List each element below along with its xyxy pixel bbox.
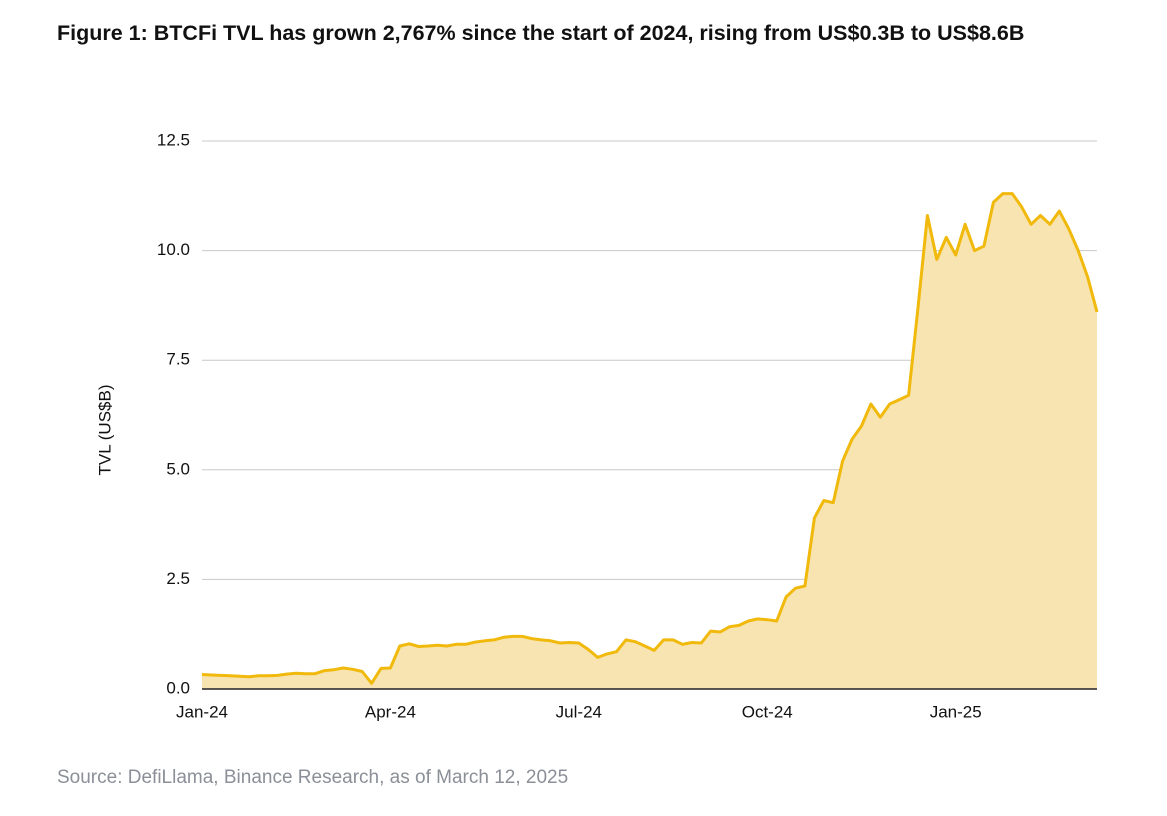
chart-title: Figure 1: BTCFi TVL has grown 2,767% sin… <box>57 21 1025 45</box>
x-tick-label: Jan-24 <box>176 702 228 721</box>
x-tick-label: Oct-24 <box>742 702 793 721</box>
chart: TVL (US$B) 0.0 2.5 5.0 7.5 10.0 12.5 Jan-24 Apr… <box>95 130 1099 721</box>
y-axis-label: TVL (US$B) <box>95 384 114 475</box>
area-line <box>201 192 1099 685</box>
x-tick-label: Jan-25 <box>930 702 982 721</box>
y-tick-label: 10.0 <box>157 240 190 259</box>
x-tick-label: Jul-24 <box>556 702 602 721</box>
y-tick-label: 5.0 <box>166 459 190 478</box>
y-tick-label: 2.5 <box>166 569 190 588</box>
source-note: Source: DefiLlama, Binance Research, as … <box>57 767 569 788</box>
y-tick-label: 0.0 <box>166 678 190 697</box>
y-tick-label: 7.5 <box>166 350 190 369</box>
x-tick-label: Apr-24 <box>365 702 416 721</box>
y-tick-label: 12.5 <box>157 130 190 149</box>
area-fill <box>202 193 1097 689</box>
